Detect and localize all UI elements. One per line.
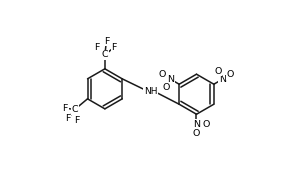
Text: O: O (227, 70, 234, 79)
Text: N: N (193, 120, 200, 129)
Text: O: O (214, 67, 221, 76)
Text: NH: NH (144, 87, 157, 96)
Text: F: F (74, 116, 79, 125)
Text: O: O (202, 120, 210, 129)
Text: F: F (111, 43, 117, 52)
Text: C: C (102, 50, 108, 60)
Text: N: N (219, 75, 226, 84)
Text: O: O (193, 129, 200, 138)
Text: F: F (65, 114, 70, 123)
Text: N: N (167, 75, 174, 84)
Text: F: F (63, 104, 68, 113)
Text: C: C (72, 105, 79, 114)
Text: F: F (104, 37, 109, 46)
Text: F: F (95, 43, 100, 52)
Text: O: O (159, 70, 166, 79)
Text: O: O (162, 83, 170, 92)
